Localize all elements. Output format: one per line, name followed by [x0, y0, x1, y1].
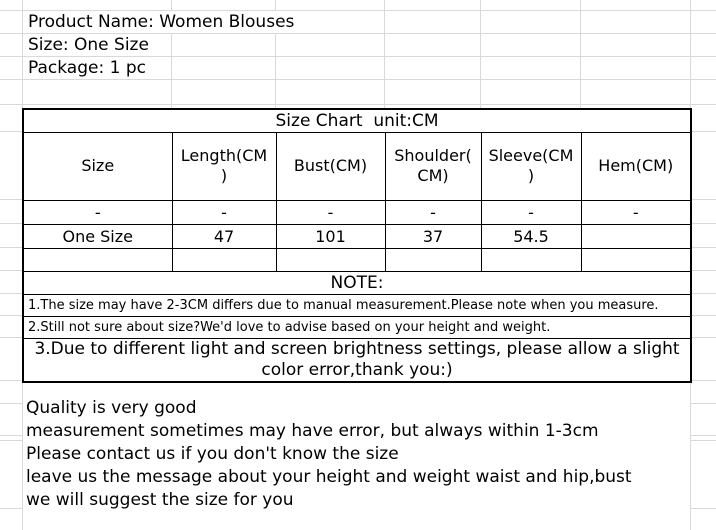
note-3: 3.Due to different light and screen brig…	[22, 337, 692, 382]
note-1: 1.The size may have 2-3CM differs due to…	[22, 293, 692, 317]
size-chart-header-row: Size Length(CM ) Bust(CM) Shoulder( CM) …	[22, 131, 692, 201]
table-row-dash: - - - - - -	[22, 199, 692, 225]
product-size-line: Size: One Size	[26, 35, 151, 55]
grid-line	[0, 440, 22, 441]
col-header-bust: Bust(CM)	[275, 131, 386, 201]
grid-line	[0, 293, 22, 294]
cell-dash: -	[580, 199, 692, 225]
grid-line	[0, 337, 22, 338]
note-2: 2.Still not sure about size?We'd love to…	[22, 315, 692, 339]
size-chart-title: Size Chart unit:CM	[22, 108, 692, 133]
footer-line: measurement sometimes may have error, bu…	[26, 421, 599, 441]
footer-line: leave us the message about your height a…	[26, 467, 632, 487]
grid-line	[690, 337, 716, 338]
col-header-length: Length(CM )	[171, 131, 277, 201]
grid-line	[690, 315, 716, 316]
cell-length: 47	[171, 223, 277, 249]
grid-line	[0, 380, 22, 381]
grid-line	[690, 440, 716, 441]
grid-line	[171, 0, 172, 10]
grid-line	[690, 199, 716, 200]
product-name-line: Product Name: Women Blouses	[26, 12, 297, 32]
table-cell-empty	[384, 247, 482, 272]
col-header-size: Size	[22, 131, 173, 201]
cell-dash: -	[275, 199, 386, 225]
cell-dash: -	[22, 199, 173, 225]
table-row-one-size: One Size 47 101 37 54.5	[22, 223, 692, 249]
table-cell-empty	[275, 247, 386, 272]
grid-line	[0, 79, 716, 80]
grid-line	[0, 199, 22, 200]
grid-line	[690, 247, 716, 248]
grid-line	[0, 10, 716, 11]
grid-line	[0, 315, 22, 316]
grid-line	[0, 435, 22, 436]
note-row-2: 2.Still not sure about size?We'd love to…	[22, 315, 692, 339]
grid-line	[0, 403, 22, 404]
footer-line: Please contact us if you don't know the …	[26, 444, 399, 464]
grid-line	[0, 270, 22, 271]
note-row-1: 1.The size may have 2-3CM differs due to…	[22, 293, 692, 317]
footer-line: Quality is very good	[26, 398, 197, 418]
cell-shoulder: 37	[384, 223, 482, 249]
grid-line	[0, 508, 22, 509]
grid-line	[690, 435, 716, 436]
note-title: NOTE:	[22, 270, 692, 295]
grid-line	[690, 0, 691, 108]
table-row-empty	[22, 247, 692, 272]
grid-line	[0, 131, 22, 132]
grid-line	[171, 33, 172, 108]
table-cell-empty	[480, 247, 582, 272]
grid-line	[275, 33, 276, 108]
grid-line	[275, 0, 276, 10]
table-cell-empty	[171, 247, 277, 272]
grid-line	[480, 0, 481, 108]
table-cell-empty	[22, 247, 173, 272]
note-title-row: NOTE:	[22, 270, 692, 295]
grid-line	[0, 56, 716, 57]
cell-dash: -	[384, 199, 482, 225]
footer-notes: Quality is very good measurement sometim…	[26, 397, 632, 512]
grid-line	[384, 0, 385, 108]
cell-hem	[580, 223, 692, 249]
col-header-sleeve: Sleeve(CM )	[480, 131, 582, 201]
size-chart-title-row: Size Chart unit:CM	[22, 108, 692, 133]
product-package-line: Package: 1 pc	[26, 58, 148, 78]
cell-sleeve: 54.5	[480, 223, 582, 249]
grid-line	[690, 293, 716, 294]
grid-line	[690, 380, 691, 530]
grid-line	[690, 131, 716, 132]
size-chart-table: Size Chart unit:CM Size Length(CM ) Bust…	[22, 108, 693, 383]
col-header-hem: Hem(CM)	[580, 131, 692, 201]
table-cell-empty	[580, 247, 692, 272]
grid-line	[0, 104, 716, 105]
col-header-shoulder: Shoulder( CM)	[384, 131, 482, 201]
grid-line	[690, 508, 716, 509]
grid-line	[0, 247, 22, 248]
cell-dash: -	[171, 199, 277, 225]
grid-line	[0, 33, 716, 34]
cell-dash: -	[480, 199, 582, 225]
footer-line: we will suggest the size for you	[26, 490, 294, 510]
grid-line	[580, 0, 581, 108]
note-row-3: 3.Due to different light and screen brig…	[22, 337, 692, 382]
grid-line	[690, 380, 716, 381]
grid-line	[690, 270, 716, 271]
grid-line	[690, 223, 716, 224]
grid-line	[690, 403, 716, 404]
grid-line	[0, 223, 22, 224]
cell-size-name: One Size	[22, 223, 173, 249]
cell-bust: 101	[275, 223, 386, 249]
